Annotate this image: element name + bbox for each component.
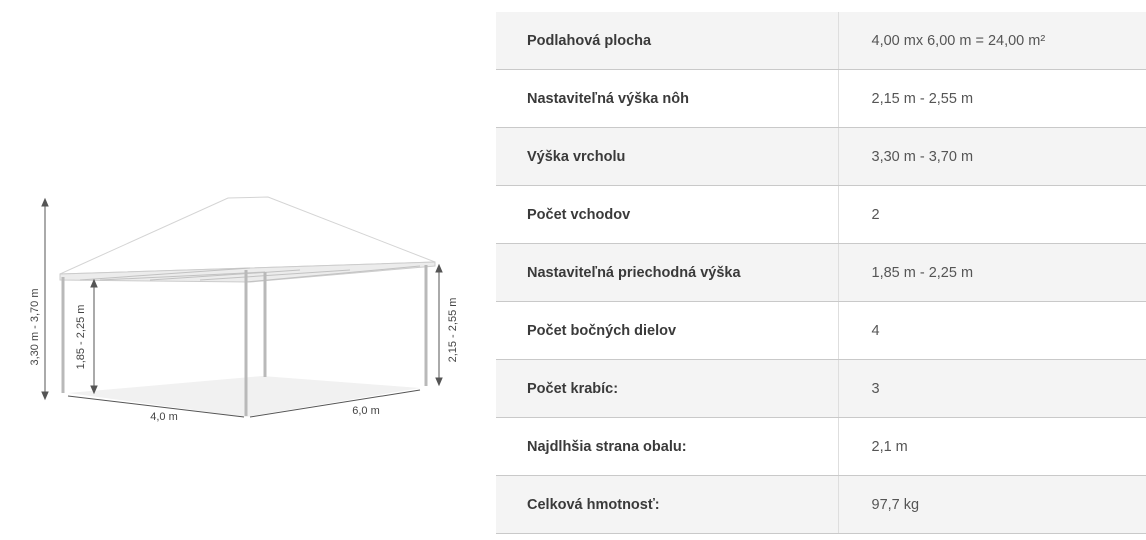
table-row: Počet krabíc: 3 xyxy=(496,359,1146,418)
table-row: Výška vrcholu 3,30 m - 3,70 m xyxy=(496,127,1146,186)
spec-label: Výška vrcholu xyxy=(496,127,839,186)
spec-label: Celková hmotnosť: xyxy=(496,475,839,534)
spec-value: 2,1 m xyxy=(838,417,1146,476)
roof-top xyxy=(59,196,436,275)
length-arrow xyxy=(249,389,421,418)
width-label: 4,0 m xyxy=(150,411,178,423)
tent-dimension-figure: 3,30 m - 3,70 m 1,85 - 2,25 m 2,15 - 2,5… xyxy=(0,0,496,540)
spec-label: Nastaviteľná priechodná výška xyxy=(496,243,839,302)
table-row: Najdlhšia strana obalu: 2,1 m xyxy=(496,417,1146,476)
spec-value: 3 xyxy=(838,359,1146,418)
leg-height-arrow xyxy=(435,263,443,387)
spec-value: 4 xyxy=(838,301,1146,360)
table-row: Celková hmotnosť: 97,7 kg xyxy=(496,475,1146,534)
spec-label: Najdlhšia strana obalu: xyxy=(496,417,839,476)
floor-shadow xyxy=(68,376,420,417)
leg-height-label: 2,15 - 2,55 m xyxy=(447,298,459,363)
length-label: 6,0 m xyxy=(352,405,380,417)
width-arrow xyxy=(67,395,245,418)
roof-frame xyxy=(79,265,421,283)
peak-height-label: 3,30 m - 3,70 m xyxy=(29,288,41,365)
spec-value: 2,15 m - 2,55 m xyxy=(838,69,1146,128)
spec-table: Podlahová plocha 4,00 mx 6,00 m = 24,00 m… xyxy=(496,12,1146,534)
spec-label: Podlahová plocha xyxy=(496,12,839,70)
table-row: Počet bočných dielov 4 xyxy=(496,301,1146,360)
passage-height-label: 1,85 - 2,25 m xyxy=(75,305,87,370)
passage-height-arrow xyxy=(90,278,98,395)
peak-height-arrow xyxy=(41,197,49,401)
spec-value: 2 xyxy=(838,185,1146,244)
spec-label: Počet bočných dielov xyxy=(496,301,839,360)
table-row: Počet vchodov 2 xyxy=(496,185,1146,244)
spec-value: 4,00 mx 6,00 m = 24,00 m² xyxy=(838,12,1146,70)
tent-legs xyxy=(61,265,428,416)
spec-value: 3,30 m - 3,70 m xyxy=(838,127,1146,186)
spec-label: Počet krabíc: xyxy=(496,359,839,418)
table-row: Nastaviteľná priechodná výška 1,85 m - 2,… xyxy=(496,243,1146,302)
spec-value: 97,7 kg xyxy=(838,475,1146,534)
spec-value: 1,85 m - 2,25 m xyxy=(838,243,1146,302)
table-row: Podlahová plocha 4,00 mx 6,00 m = 24,00 m… xyxy=(496,12,1146,70)
spec-label: Nastaviteľná výška nôh xyxy=(496,69,839,128)
spec-label: Počet vchodov xyxy=(496,185,839,244)
tent-drawing: 3,30 m - 3,70 m 1,85 - 2,25 m 2,15 - 2,5… xyxy=(29,196,459,423)
table-row: Nastaviteľná výška nôh 2,15 m - 2,55 m xyxy=(496,69,1146,128)
